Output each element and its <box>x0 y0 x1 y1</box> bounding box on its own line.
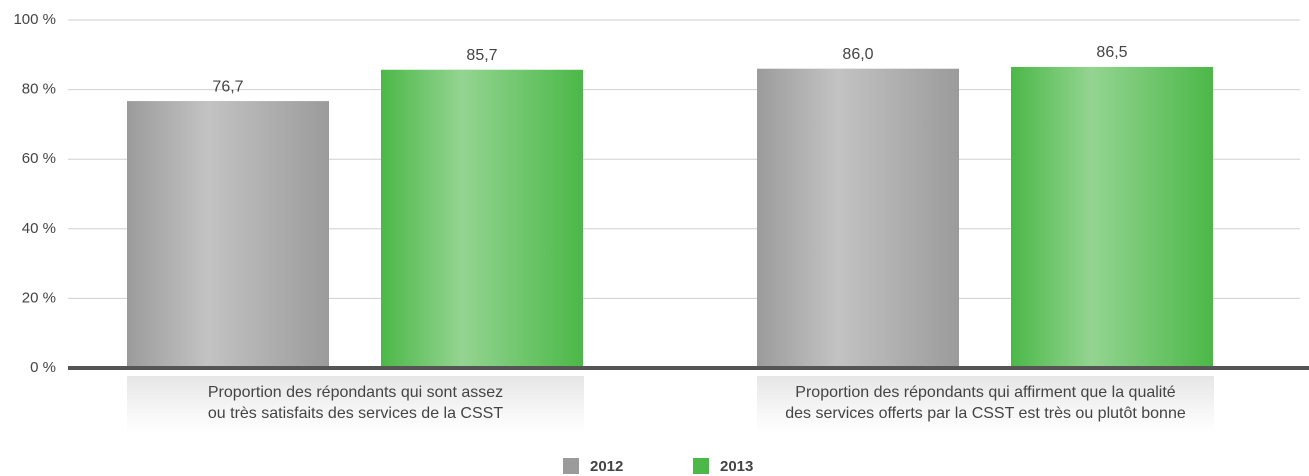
bar-shine <box>127 101 329 369</box>
bar-shine <box>381 69 583 368</box>
legend-label: 2013 <box>720 458 753 475</box>
y-tick-label: 0 % <box>30 359 56 376</box>
y-tick-label: 60 % <box>22 150 56 167</box>
y-tick-label: 20 % <box>22 289 56 306</box>
legend-label: 2012 <box>590 458 623 475</box>
x-tick-label: Proportion des répondants qui sont assez… <box>127 376 584 434</box>
value-label: 85,7 <box>466 47 497 64</box>
y-tick-label: 40 % <box>22 220 56 237</box>
value-label: 76,7 <box>212 78 243 95</box>
bar-shine <box>1011 66 1213 368</box>
legend-swatch <box>693 458 709 474</box>
value-label: 86,0 <box>842 46 873 63</box>
bar-shine <box>757 68 959 368</box>
x-tick-label: Proportion des répondants qui affirment … <box>757 376 1214 434</box>
y-tick-label: 100 % <box>13 11 56 28</box>
value-label: 86,5 <box>1096 44 1127 61</box>
legend-swatch <box>563 458 579 474</box>
y-tick-label: 80 % <box>22 81 56 98</box>
